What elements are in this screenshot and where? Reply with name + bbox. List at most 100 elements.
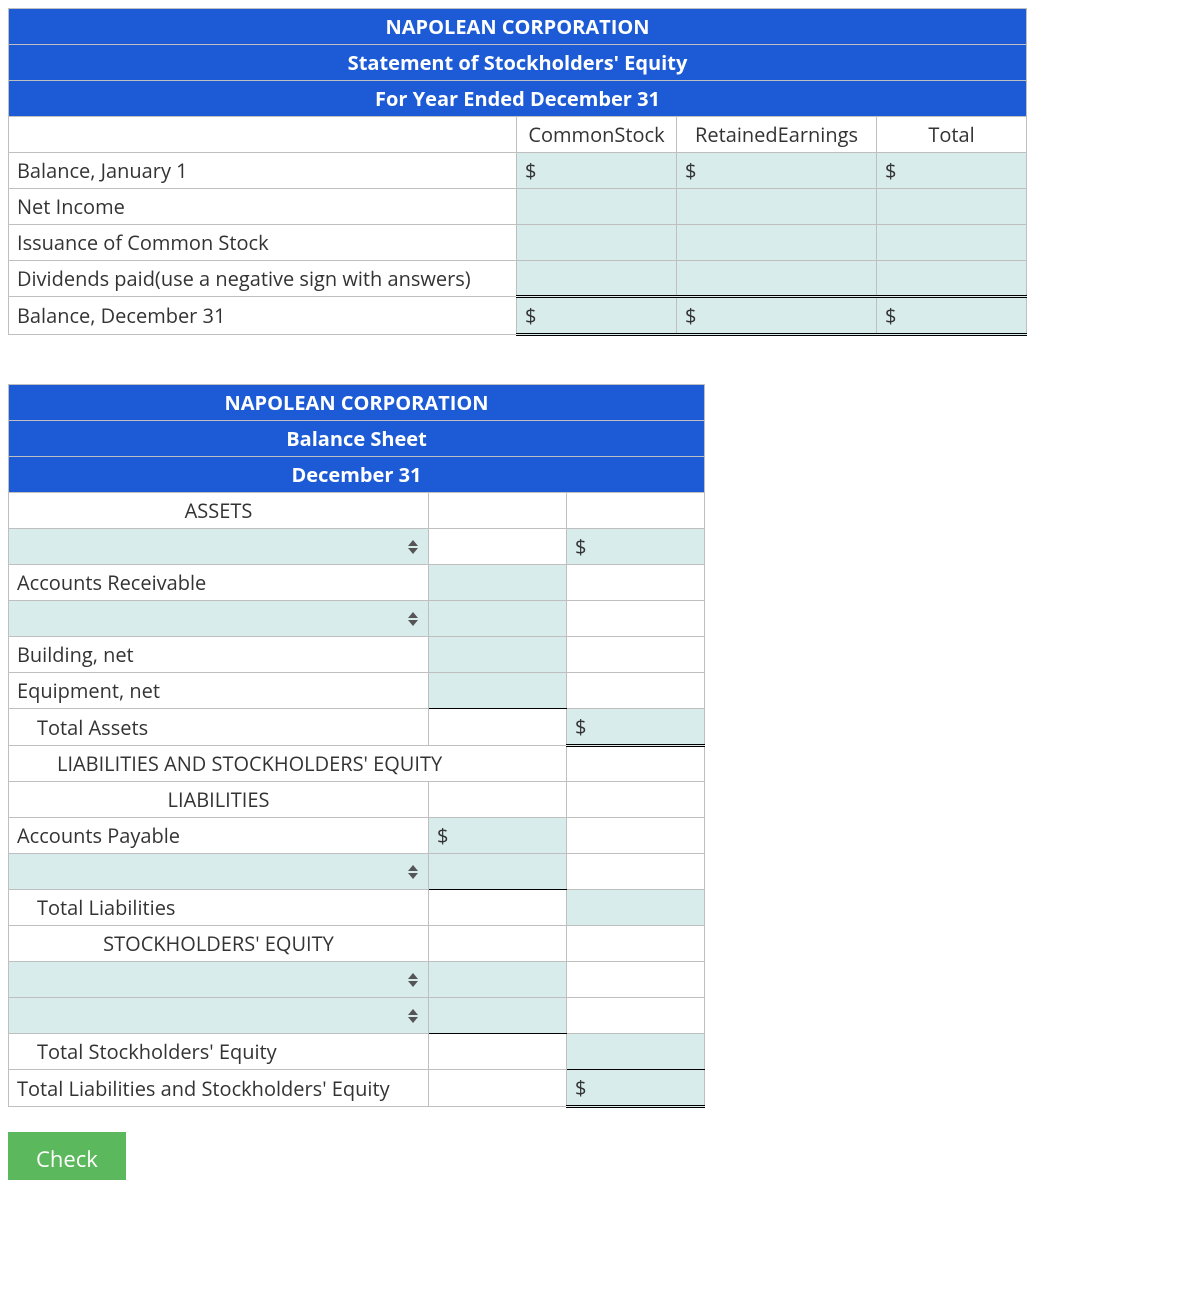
select-cell[interactable] xyxy=(9,962,429,998)
input-cell[interactable]: $ xyxy=(567,529,705,565)
blank-cell xyxy=(567,637,705,673)
row-label: Balance, December 31 xyxy=(9,297,517,335)
blank-cell xyxy=(567,565,705,601)
balance-sheet-table: NAPOLEAN CORPORATION Balance Sheet Decem… xyxy=(8,384,705,1108)
input-cell[interactable] xyxy=(429,854,567,890)
input-cell[interactable] xyxy=(877,261,1027,297)
input-cell[interactable] xyxy=(517,225,677,261)
input-cell[interactable]: $ xyxy=(877,153,1027,189)
table-row: Total Liabilities xyxy=(9,890,705,926)
row-label: Accounts Payable xyxy=(9,818,429,854)
input-cell[interactable]: $ xyxy=(677,297,877,335)
select-cell[interactable] xyxy=(9,854,429,890)
input-cell[interactable] xyxy=(567,890,705,926)
section-row: ASSETS xyxy=(9,493,705,529)
table-row xyxy=(9,854,705,890)
table-row xyxy=(9,962,705,998)
table-row: $ xyxy=(9,529,705,565)
input-cell[interactable]: $ xyxy=(567,1070,705,1107)
input-cell[interactable]: $ xyxy=(517,297,677,335)
blank-cell xyxy=(429,1070,567,1107)
section-label: ASSETS xyxy=(9,493,429,529)
blank-cell xyxy=(429,709,567,746)
table2-title3: December 31 xyxy=(9,457,705,493)
table1-col-retainedearnings: RetainedEarnings xyxy=(677,117,877,153)
select-cell[interactable] xyxy=(9,601,429,637)
input-cell[interactable] xyxy=(517,189,677,225)
section-row: LIABILITIES xyxy=(9,782,705,818)
blank-cell xyxy=(567,601,705,637)
section-label: LIABILITIES AND STOCKHOLDERS' EQUITY xyxy=(9,746,567,782)
input-cell[interactable] xyxy=(877,189,1027,225)
row-label: Net Income xyxy=(9,189,517,225)
input-cell[interactable] xyxy=(429,637,567,673)
row-label: Total Assets xyxy=(9,709,429,746)
blank-cell xyxy=(429,890,567,926)
table-row: Total Stockholders' Equity xyxy=(9,1034,705,1070)
table1-title1: NAPOLEAN CORPORATION xyxy=(9,9,1027,45)
row-label: Issuance of Common Stock xyxy=(9,225,517,261)
table-row: Total Liabilities and Stockholders' Equi… xyxy=(9,1070,705,1107)
input-cell[interactable] xyxy=(677,189,877,225)
input-cell[interactable] xyxy=(429,962,567,998)
row-label: Accounts Receivable xyxy=(9,565,429,601)
input-cell[interactable]: $ xyxy=(429,818,567,854)
select-cell[interactable] xyxy=(9,529,429,565)
table-row: Accounts Payable $ xyxy=(9,818,705,854)
stepper-icon[interactable] xyxy=(406,1008,420,1024)
blank-cell xyxy=(567,998,705,1034)
stepper-icon[interactable] xyxy=(406,864,420,880)
table2-title1: NAPOLEAN CORPORATION xyxy=(9,385,705,421)
stepper-icon[interactable] xyxy=(406,611,420,627)
table-row: Accounts Receivable xyxy=(9,565,705,601)
row-label: Building, net xyxy=(9,637,429,673)
input-cell[interactable] xyxy=(877,225,1027,261)
table1-col-commonstock: CommonStock xyxy=(517,117,677,153)
table-row: Dividends paid(use a negative sign with … xyxy=(9,261,1027,297)
row-label: Equipment, net xyxy=(9,673,429,709)
table1-title2: Statement of Stockholders' Equity xyxy=(9,45,1027,81)
section-row: STOCKHOLDERS' EQUITY xyxy=(9,926,705,962)
table-row: Issuance of Common Stock xyxy=(9,225,1027,261)
row-label: Total Liabilities and Stockholders' Equi… xyxy=(9,1070,429,1107)
section-label: LIABILITIES xyxy=(9,782,429,818)
input-cell[interactable]: $ xyxy=(517,153,677,189)
blank-cell xyxy=(567,673,705,709)
section-label: STOCKHOLDERS' EQUITY xyxy=(9,926,429,962)
table-row: Building, net xyxy=(9,637,705,673)
stockholders-equity-table: NAPOLEAN CORPORATION Statement of Stockh… xyxy=(8,8,1027,336)
blank-cell xyxy=(567,854,705,890)
table1-title3: For Year Ended December 31 xyxy=(9,81,1027,117)
blank-cell xyxy=(567,962,705,998)
stepper-icon[interactable] xyxy=(406,972,420,988)
input-cell[interactable] xyxy=(567,1034,705,1070)
input-cell[interactable] xyxy=(677,225,877,261)
table2-title2: Balance Sheet xyxy=(9,421,705,457)
input-cell[interactable] xyxy=(429,601,567,637)
input-cell[interactable] xyxy=(517,261,677,297)
input-cell[interactable]: $ xyxy=(877,297,1027,335)
table-row xyxy=(9,601,705,637)
stepper-icon[interactable] xyxy=(406,539,420,555)
table1-col-blank xyxy=(9,117,517,153)
row-label: Total Liabilities xyxy=(9,890,429,926)
input-cell[interactable]: $ xyxy=(677,153,877,189)
blank-cell xyxy=(429,529,567,565)
blank-cell xyxy=(567,818,705,854)
input-cell[interactable] xyxy=(677,261,877,297)
select-cell[interactable] xyxy=(9,998,429,1034)
input-cell[interactable] xyxy=(429,565,567,601)
table-row: Total Assets $ xyxy=(9,709,705,746)
table-row: Balance, December 31 $ $ $ xyxy=(9,297,1027,335)
table-row: Balance, January 1 $ $ $ xyxy=(9,153,1027,189)
table1-col-total: Total xyxy=(877,117,1027,153)
input-cell[interactable] xyxy=(429,998,567,1034)
row-label: Total Stockholders' Equity xyxy=(9,1034,429,1070)
table-row: Equipment, net xyxy=(9,673,705,709)
input-cell[interactable] xyxy=(429,673,567,709)
table-row: Net Income xyxy=(9,189,1027,225)
table-row xyxy=(9,998,705,1034)
input-cell[interactable]: $ xyxy=(567,709,705,746)
row-label: Dividends paid(use a negative sign with … xyxy=(9,261,517,297)
check-button[interactable]: Check xyxy=(8,1132,126,1180)
